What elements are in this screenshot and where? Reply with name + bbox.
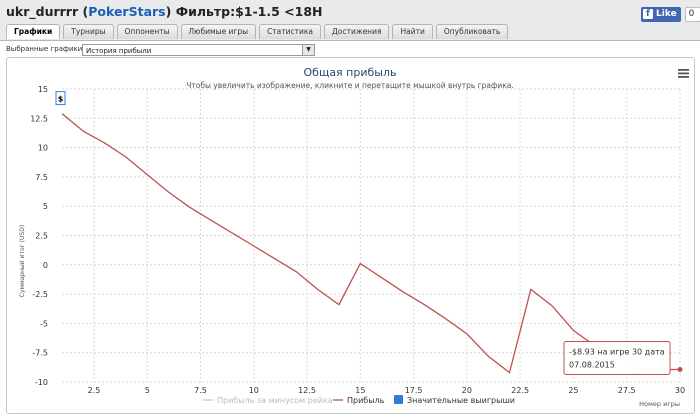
tab-favorite-games[interactable]: Любимые игры [180, 24, 257, 39]
chart-grid [62, 88, 681, 383]
y-tick-label: 5 [43, 202, 48, 211]
y-tick-label: -2.5 [32, 290, 48, 299]
user-name: ukr_durrrr [6, 4, 79, 19]
x-tick-label: 12.5 [298, 386, 316, 395]
fb-like-button[interactable]: f Like [641, 6, 681, 22]
chart-select[interactable]: История прибыли ▼ [82, 44, 315, 56]
tab-divider [0, 40, 700, 41]
y-tick-label: -5 [40, 319, 48, 328]
chart-svg[interactable]: 2.5 5 7.5 10 12.5 15 17.5 20 22.5 25 27.5 30 15 12.5… [7, 58, 694, 413]
fb-like-count: 0 [684, 6, 700, 22]
x-tick-label: 15 [355, 386, 365, 395]
tab-find[interactable]: Найти [392, 24, 433, 39]
y-tick-label: 0 [43, 261, 48, 270]
chart-panel: 2.5 5 7.5 10 12.5 15 17.5 20 22.5 25 27.5 30 15 12.5… [6, 57, 695, 414]
tab-opponents[interactable]: Оппоненты [116, 24, 178, 39]
x-tick-label: 30 [675, 386, 685, 395]
tooltip-line-1: -$8.93 на игре 30 дата [569, 347, 665, 356]
tab-graphs[interactable]: Графики [6, 24, 61, 39]
series-line-profit[interactable] [61, 113, 680, 374]
x-tick-label: 27.5 [618, 386, 636, 395]
chart-title: Общая прибыль [304, 66, 397, 79]
page-title: ukr_durrrr (PokerStars) Фильтр:$1-1.5 <1… [6, 4, 323, 19]
legend-swatch-wins [394, 395, 403, 404]
chart-select-label: Выбранные графики: [6, 45, 85, 53]
x-tick-label: 7.5 [194, 386, 207, 395]
y-tick-label: -10 [35, 378, 48, 387]
tab-statistics[interactable]: Статистика [259, 24, 321, 39]
tooltip-line-2: 07.08.2015 [569, 360, 615, 369]
chevron-down-icon[interactable]: ▼ [302, 45, 314, 55]
x-tick-label: 22.5 [511, 386, 529, 395]
legend-item-profit[interactable]: Прибыль [347, 396, 385, 405]
x-tick-label: 25 [568, 386, 578, 395]
legend-item-wins[interactable]: Значительные выигрыши [407, 396, 515, 405]
facebook-like[interactable]: f Like 0 [641, 6, 700, 22]
x-axis-ticks: 2.5 5 7.5 10 12.5 15 17.5 20 22.5 25 27.5 30 [88, 386, 685, 395]
chart-subtitle: Чтобы увеличить изображение, кликните и … [186, 81, 514, 90]
x-tick-label: 5 [145, 386, 150, 395]
fb-like-label: Like [656, 9, 677, 19]
x-tick-label: 2.5 [88, 386, 101, 395]
y-axis-label: Суммарный итог (USD) [19, 225, 26, 297]
legend: Прибыль за минусом рейка Прибыль Значите… [203, 395, 515, 405]
marker-flag-label: $ [58, 95, 64, 104]
x-tick-label: 10 [249, 386, 259, 395]
site-link[interactable]: PokerStars [88, 4, 166, 19]
chart-select-value: История прибыли [86, 47, 152, 55]
tab-publish[interactable]: Опубликовать [435, 24, 509, 39]
x-tick-label: 20 [462, 386, 472, 395]
y-tick-label: 2.5 [35, 232, 48, 241]
legend-item-rake[interactable]: Прибыль за минусом рейка [217, 396, 333, 405]
y-tick-label: 12.5 [30, 114, 48, 123]
y-tick-label: 15 [38, 85, 48, 94]
tooltip: -$8.93 на игре 30 дата 07.08.2015 [563, 340, 671, 375]
tab-achievements[interactable]: Достижения [324, 24, 390, 39]
x-tick-label: 17.5 [405, 386, 423, 395]
facebook-icon: f [643, 9, 653, 19]
y-axis-ticks: 15 12.5 10 7.5 5 2.5 0 -2.5 -5 -7.5 -10 [30, 85, 48, 387]
x-axis-label: Номер игры [639, 400, 680, 408]
top-bar: ukr_durrrr (PokerStars) Фильтр:$1-1.5 <1… [0, 0, 700, 24]
y-tick-label: 10 [38, 144, 48, 153]
filter-text: Фильтр:$1-1.5 <18H [175, 4, 323, 19]
data-point-last[interactable] [677, 366, 683, 372]
tab-bar: Графики Турниры Оппоненты Любимые игры С… [6, 24, 511, 40]
y-tick-label: -7.5 [32, 349, 48, 358]
marker-flag[interactable]: $ [55, 91, 66, 106]
y-tick-label: 7.5 [35, 173, 48, 182]
tab-tournaments[interactable]: Турниры [63, 24, 114, 39]
menu-icon[interactable] [678, 69, 689, 78]
